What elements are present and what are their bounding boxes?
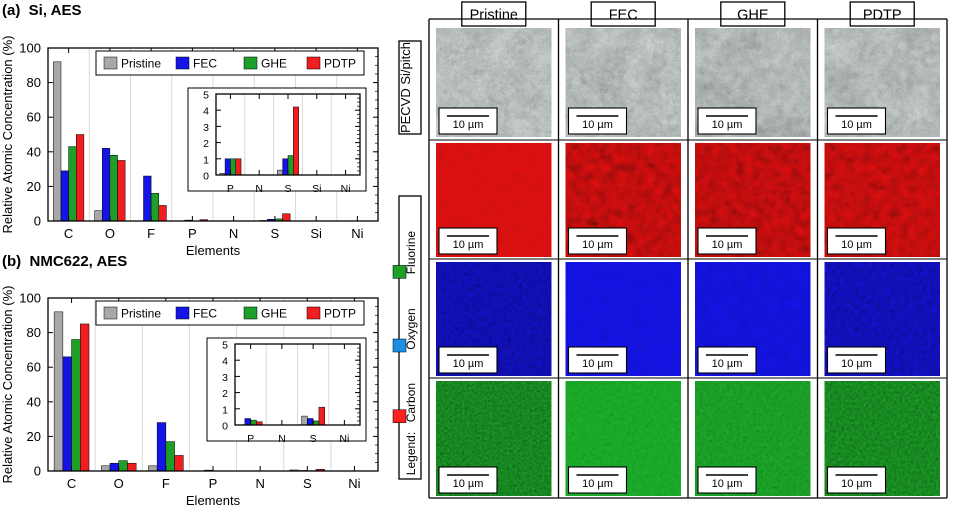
- svg-text:10 µm: 10 µm: [712, 358, 743, 370]
- svg-text:10 µm: 10 µm: [453, 358, 484, 370]
- svg-text:10 µm: 10 µm: [841, 119, 872, 131]
- svg-text:Pristine: Pristine: [470, 8, 518, 24]
- svg-text:10 µm: 10 µm: [712, 478, 743, 490]
- svg-text:Legend:: Legend:: [404, 432, 418, 475]
- svg-text:10 µm: 10 µm: [582, 478, 613, 490]
- svg-text:Oxygen: Oxygen: [404, 308, 418, 349]
- svg-text:GHE: GHE: [737, 8, 769, 24]
- svg-text:10 µm: 10 µm: [841, 478, 872, 490]
- svg-text:Carbon: Carbon: [404, 383, 418, 422]
- svg-text:10 µm: 10 µm: [582, 358, 613, 370]
- svg-text:FEC: FEC: [609, 8, 638, 24]
- svg-text:10 µm: 10 µm: [841, 358, 872, 370]
- svg-text:10 µm: 10 µm: [712, 239, 743, 251]
- svg-text:10 µm: 10 µm: [453, 239, 484, 251]
- svg-text:Fluorine: Fluorine: [404, 231, 418, 275]
- svg-text:10 µm: 10 µm: [453, 119, 484, 131]
- svg-text:PECVD Si/pitch: PECVD Si/pitch: [398, 42, 413, 133]
- svg-text:10 µm: 10 µm: [841, 239, 872, 251]
- svg-text:10 µm: 10 µm: [453, 478, 484, 490]
- svg-text:PDTP: PDTP: [863, 8, 902, 24]
- svg-text:10 µm: 10 µm: [712, 119, 743, 131]
- svg-text:10 µm: 10 µm: [582, 239, 613, 251]
- svg-text:10 µm: 10 µm: [582, 119, 613, 131]
